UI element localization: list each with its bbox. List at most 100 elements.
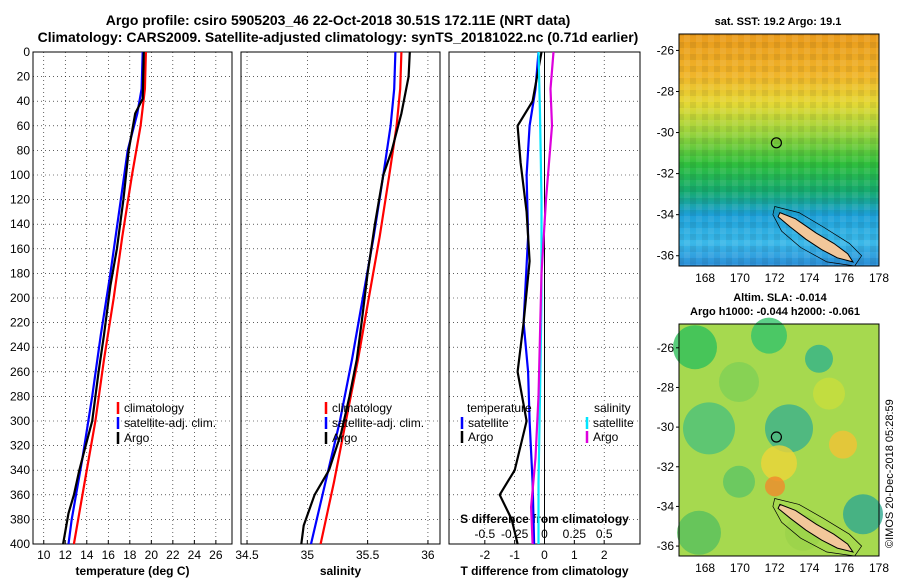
x-tick-label: 22: [166, 548, 180, 562]
series-line-climatology: [319, 51, 403, 545]
map-y-tick-label: -28: [657, 84, 675, 98]
sst-map-title: sat. SST: 19.2 Argo: 19.1: [715, 16, 842, 28]
legend-label: satellite: [593, 416, 634, 430]
y-tick-label: 340: [10, 463, 30, 477]
y-tick-label: 200: [10, 291, 30, 305]
map-y-tick-label: -30: [657, 126, 675, 140]
sla-anomaly-blob: [813, 377, 845, 410]
map-y-tick-label: -30: [657, 420, 675, 434]
copyright-footer: ©IMOS 20-Dec-2018 05:28:59: [884, 399, 896, 548]
x-tick-label: 18: [123, 548, 137, 562]
legend-label: satellite-adj. clim.: [124, 416, 216, 430]
argo-position-marker: [770, 431, 782, 443]
series-line-argo: [62, 51, 145, 545]
x-tick-label: 2: [601, 548, 608, 562]
y-tick-label: 140: [10, 217, 30, 231]
x-axis-label: salinity: [320, 564, 362, 578]
x-tick-label: 35.5: [356, 548, 380, 562]
x-tick-label: 24: [188, 548, 202, 562]
map-x-tick-label: 172: [765, 561, 785, 575]
panel-salinity: 34.5 35 35.5 36 salinity climatologysatellite…: [235, 51, 441, 578]
sla-anomaly-blob: [719, 362, 759, 402]
sla-anomaly-blob: [677, 510, 721, 555]
legend-label: climatology: [124, 401, 184, 415]
y-tick-label: 260: [10, 365, 30, 379]
x-axis-label: temperature (deg C): [75, 564, 189, 578]
x-tick-label: 34.5: [235, 548, 259, 562]
y-tick-label: 220: [10, 316, 30, 330]
sla-anomaly-blob: [765, 404, 813, 453]
series-line-s-argo: [529, 51, 555, 545]
x-tick-label: -2: [479, 548, 490, 562]
legend-label: Argo: [593, 430, 619, 444]
y-tick-label: 180: [10, 266, 30, 280]
sla-map-title: Altim. SLA: -0.014: [733, 292, 827, 304]
y-tick-label: 320: [10, 439, 30, 453]
legend-label: Argo: [124, 431, 150, 445]
map-x-tick-label: 178: [869, 561, 889, 575]
top-x-tick-label: -0.5: [474, 527, 495, 541]
y-tick-label: 0: [23, 45, 30, 59]
map-x-tick-label: 170: [730, 271, 750, 285]
series-line-climatology: [72, 51, 147, 545]
map-y-tick-label: -26: [657, 43, 675, 57]
sla-map-subtitle: Argo h1000: -0.044 h2000: -0.061: [690, 306, 860, 318]
map-x-tick-label: 168: [695, 561, 715, 575]
y-tick-label: 160: [10, 242, 30, 256]
top-x-tick-label: 0.25: [563, 527, 587, 541]
map-y-tick-label: -36: [657, 249, 675, 263]
sla-anomaly-blob: [683, 402, 735, 455]
y-tick-label: 100: [10, 168, 30, 182]
y-tick-label: 380: [10, 512, 30, 526]
sla-anomaly-blob: [673, 325, 717, 370]
y-tick-label: 40: [17, 94, 31, 108]
y-tick-label: 360: [10, 488, 30, 502]
map-x-tick-label: 176: [834, 561, 854, 575]
y-tick-label: 20: [17, 70, 31, 84]
y-tick-label: 240: [10, 340, 30, 354]
plot-frame: [240, 51, 441, 545]
series-line-t-argo: [498, 51, 543, 545]
plot-frame: [32, 51, 233, 545]
series-line-argo: [300, 51, 411, 545]
y-tick-label: 300: [10, 414, 30, 428]
map-y-tick-label: -34: [657, 208, 675, 222]
sla-anomaly-blob: [723, 465, 755, 498]
sla-anomaly-blob: [765, 476, 785, 497]
x-tick-label: 16: [102, 548, 116, 562]
panel-difference: -2 -1 0 1 2 T difference from climatology -0.5…: [448, 51, 641, 578]
x-tick-label: 35: [301, 548, 315, 562]
x-tick-label: 0: [541, 548, 548, 562]
sla-anomaly-blob: [761, 445, 797, 482]
map-x-tick-label: 172: [765, 271, 785, 285]
x-tick-label: -1: [509, 548, 520, 562]
sla-anomaly-blob: [843, 494, 883, 535]
island-new-caledonia: [777, 503, 855, 553]
map-x-tick-label: 168: [695, 271, 715, 285]
map-x-tick-label: 174: [799, 271, 819, 285]
map-x-tick-label: 176: [834, 271, 854, 285]
panel-temperature: 10 12 14 16 18 20 22 24 26 temperature (deg C) 0 20…: [10, 45, 233, 578]
map-frame: [678, 323, 880, 557]
legend-title-salinity: salinity: [594, 401, 631, 415]
map-x-tick-label: 174: [799, 561, 819, 575]
figure-title-line-2: Climatology: CARS2009. Satellite-adjuste…: [37, 29, 639, 45]
top-x-tick-label: 0.5: [596, 527, 613, 541]
legend-label: satellite-adj. clim.: [332, 416, 424, 430]
legend-label: Argo: [332, 431, 358, 445]
legend-label: climatology: [332, 401, 392, 415]
map-y-tick-label: -34: [657, 499, 675, 513]
sla-anomaly-blob: [805, 344, 833, 373]
map-sst_map: 168 170 172 174 176 178 -26 -28 -30 -32 -34 -36: [657, 33, 889, 285]
series-line-t-satellite: [522, 51, 540, 545]
x-tick-label: 10: [37, 548, 51, 562]
y-tick-label: 400: [10, 537, 30, 551]
argo-position-marker: [770, 137, 782, 149]
sst-texture: [679, 34, 879, 266]
map-y-tick-label: -26: [657, 341, 675, 355]
map-x-tick-label: 170: [730, 561, 750, 575]
island-new-caledonia: [777, 211, 855, 263]
legend-title-temperature: temperature: [467, 401, 532, 415]
legend-label: Argo: [468, 430, 494, 444]
